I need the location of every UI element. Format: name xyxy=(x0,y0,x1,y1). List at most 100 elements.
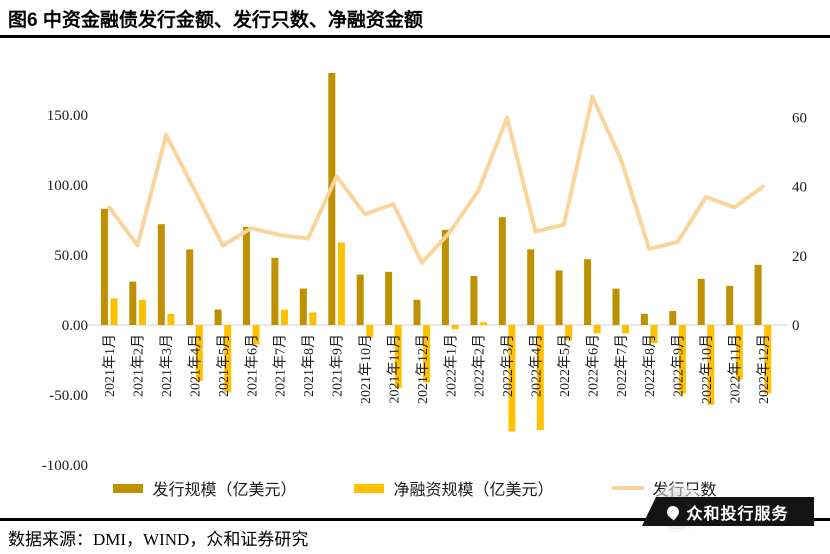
left-axis-tick-label: 150.00 xyxy=(47,108,88,124)
issuance-bar xyxy=(385,271,393,325)
issuance-bar xyxy=(584,259,592,325)
x-axis-label: 2021年6月 xyxy=(244,334,260,397)
left-axis-tick-label: -50.00 xyxy=(49,388,88,404)
chart-legend: 发行规模（亿美元） 净融资规模（亿美元） 发行只数 xyxy=(0,476,830,500)
net-financing-swatch xyxy=(354,483,385,493)
issuance-bar xyxy=(498,217,506,325)
issuance-bar xyxy=(356,274,364,325)
issuance-swatch xyxy=(113,483,144,493)
x-axis-label: 2022年1月 xyxy=(443,334,459,397)
net-financing-bar xyxy=(451,325,459,330)
left-axis-tick-label: 100.00 xyxy=(47,178,88,194)
left-axis-tick-label: 0.00 xyxy=(62,318,88,334)
x-axis-label: 2021年3月 xyxy=(159,334,175,397)
figure-header: 图6 中资金融债发行金额、发行只数、净融资金额 xyxy=(0,0,830,38)
net-financing-bar xyxy=(224,325,232,393)
x-axis-label: 2021年11月 xyxy=(386,334,402,403)
issuance-bar xyxy=(441,229,449,325)
net-financing-bar xyxy=(281,309,288,325)
net-financing-bar xyxy=(167,313,175,325)
net-financing-bar xyxy=(764,325,772,394)
issuance-count-line xyxy=(107,94,765,265)
net-financing-bar xyxy=(423,325,431,383)
right-axis-tick-label: 20 xyxy=(792,249,807,265)
watermark-banner: 众和投行服务 xyxy=(642,497,814,526)
x-axis-label: 2021年9月 xyxy=(330,334,346,397)
left-axis-tick-label: -100.00 xyxy=(42,458,88,474)
net-financing-bar xyxy=(337,242,345,325)
x-axis-label: 2021年8月 xyxy=(301,334,317,397)
issuance-bar xyxy=(271,257,279,325)
issuance-bar xyxy=(726,285,734,325)
x-axis-label: 2021年4月 xyxy=(188,334,204,397)
net-financing-bar xyxy=(366,325,374,338)
right-axis-tick-label: 60 xyxy=(792,111,807,127)
issuance-bar xyxy=(214,309,222,325)
footer-divider xyxy=(0,518,830,521)
x-axis-label: 2022年5月 xyxy=(557,334,573,397)
net-financing-bar xyxy=(622,325,630,334)
right-axis-tick-label: 0 xyxy=(792,318,800,334)
x-axis-label: 2022年7月 xyxy=(614,334,630,397)
net-financing-bar xyxy=(394,325,402,388)
net-financing-bar xyxy=(480,322,487,325)
net-financing-bar xyxy=(508,325,516,432)
issuance-bar xyxy=(243,227,250,325)
x-axis-label: 2021年1月 xyxy=(102,334,118,397)
left-axis-tick-label: 50.00 xyxy=(54,248,88,264)
issuance-bar xyxy=(100,208,108,325)
x-axis-label: 2022年4月 xyxy=(529,334,545,397)
x-axis-label: 2021年7月 xyxy=(273,334,289,397)
x-axis-label: 2022年11月 xyxy=(728,334,744,403)
issuance-bar xyxy=(555,270,563,325)
issuance-bar xyxy=(470,276,478,325)
issuance-bar xyxy=(157,224,165,325)
figure-title: 图6 中资金融债发行金额、发行只数、净融资金额 xyxy=(8,10,423,31)
right-axis-tick-label: 40 xyxy=(792,180,807,196)
issuance-bar xyxy=(754,264,762,325)
issuance-bar xyxy=(640,313,648,325)
x-axis-label: 2022年9月 xyxy=(671,334,687,397)
net-financing-bar xyxy=(678,325,686,394)
x-axis-label: 2022年12月 xyxy=(756,334,772,404)
x-axis-label: 2022年10月 xyxy=(699,334,715,404)
issuance-bar xyxy=(669,311,677,325)
watermark-bird-icon xyxy=(665,503,682,520)
issuance-bar xyxy=(612,288,620,325)
net-financing-bar xyxy=(110,298,118,325)
net-financing-bar xyxy=(735,325,743,380)
net-financing-bar xyxy=(650,325,658,344)
legend-label-net-financing: 净融资规模（亿美元） xyxy=(393,482,554,499)
issuance-bar xyxy=(527,249,535,325)
x-axis-label: 2021年10月 xyxy=(358,334,374,404)
issuance-bar xyxy=(129,281,137,325)
issuance-bar xyxy=(697,278,705,325)
legend-item-net-financing: 净融资规模（亿美元） xyxy=(354,476,554,500)
issuance-bar xyxy=(186,249,194,325)
x-axis-label: 2022年2月 xyxy=(472,334,488,397)
net-financing-bar xyxy=(707,325,715,405)
x-axis-label: 2021年12月 xyxy=(415,334,431,404)
net-financing-bar xyxy=(593,325,601,334)
x-axis-label: 2021年2月 xyxy=(131,334,147,397)
x-axis-label: 2022年8月 xyxy=(642,334,658,397)
net-financing-bar xyxy=(536,325,544,430)
issuance-bar xyxy=(299,288,307,325)
legend-item-issuance: 发行规模（亿美元） xyxy=(113,476,296,500)
x-axis-label: 2021年5月 xyxy=(216,334,232,397)
issuance-bar xyxy=(328,73,336,325)
issuance-bar xyxy=(413,299,421,325)
net-financing-bar xyxy=(565,325,573,341)
net-financing-bar xyxy=(195,325,203,381)
legend-label-issuance: 发行规模（亿美元） xyxy=(152,482,297,499)
watermark-text: 众和投行服务 xyxy=(686,505,789,523)
x-axis-label: 2022年3月 xyxy=(500,334,516,397)
x-axis-label: 2022年6月 xyxy=(585,334,601,397)
data-source-note: 数据来源：DMI，WIND，众和证券研究 xyxy=(8,530,309,549)
net-financing-bar xyxy=(252,325,260,345)
net-financing-bar xyxy=(309,312,317,325)
net-financing-bar xyxy=(138,299,146,325)
count-line-swatch xyxy=(611,486,644,490)
